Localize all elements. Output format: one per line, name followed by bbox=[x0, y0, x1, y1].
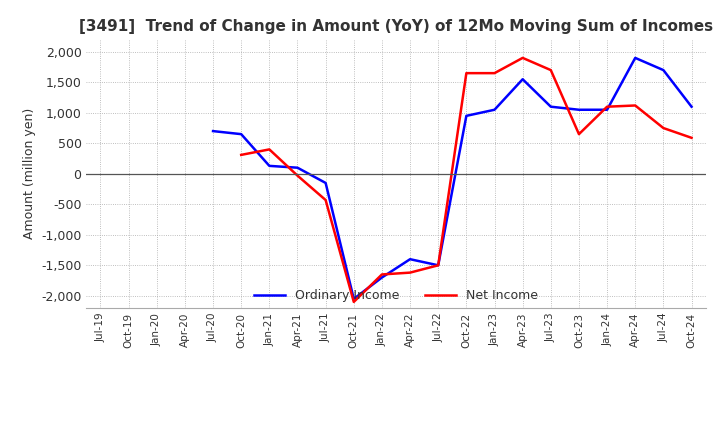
Net Income bbox=[575, 132, 583, 137]
Line: Net Income: Net Income bbox=[241, 58, 691, 302]
Ordinary Income bbox=[603, 107, 611, 112]
Ordinary Income bbox=[631, 55, 639, 61]
Ordinary Income bbox=[406, 257, 415, 262]
Net Income bbox=[546, 67, 555, 73]
Ordinary Income bbox=[209, 128, 217, 134]
Net Income bbox=[349, 299, 358, 304]
Ordinary Income bbox=[434, 263, 443, 268]
Legend: Ordinary Income, Net Income: Ordinary Income, Net Income bbox=[249, 284, 543, 307]
Net Income bbox=[293, 173, 302, 178]
Title: [3491]  Trend of Change in Amount (YoY) of 12Mo Moving Sum of Incomes: [3491] Trend of Change in Amount (YoY) o… bbox=[79, 19, 713, 34]
Ordinary Income bbox=[293, 165, 302, 170]
Ordinary Income bbox=[237, 132, 246, 137]
Ordinary Income bbox=[265, 163, 274, 169]
Net Income bbox=[377, 272, 386, 277]
Net Income bbox=[434, 263, 443, 268]
Net Income bbox=[631, 103, 639, 108]
Net Income bbox=[265, 147, 274, 152]
Ordinary Income bbox=[687, 104, 696, 109]
Net Income bbox=[406, 270, 415, 275]
Ordinary Income bbox=[462, 113, 471, 118]
Net Income bbox=[490, 70, 499, 76]
Net Income bbox=[603, 104, 611, 109]
Net Income bbox=[321, 198, 330, 203]
Ordinary Income bbox=[546, 104, 555, 109]
Net Income bbox=[659, 125, 667, 131]
Ordinary Income bbox=[377, 275, 386, 280]
Ordinary Income bbox=[321, 180, 330, 186]
Y-axis label: Amount (million yen): Amount (million yen) bbox=[22, 108, 35, 239]
Ordinary Income bbox=[518, 77, 527, 82]
Ordinary Income bbox=[575, 107, 583, 112]
Ordinary Income bbox=[490, 107, 499, 112]
Net Income bbox=[237, 152, 246, 158]
Net Income bbox=[518, 55, 527, 61]
Ordinary Income bbox=[659, 67, 667, 73]
Ordinary Income bbox=[349, 296, 358, 301]
Line: Ordinary Income: Ordinary Income bbox=[213, 58, 691, 299]
Net Income bbox=[687, 135, 696, 140]
Net Income bbox=[462, 70, 471, 76]
